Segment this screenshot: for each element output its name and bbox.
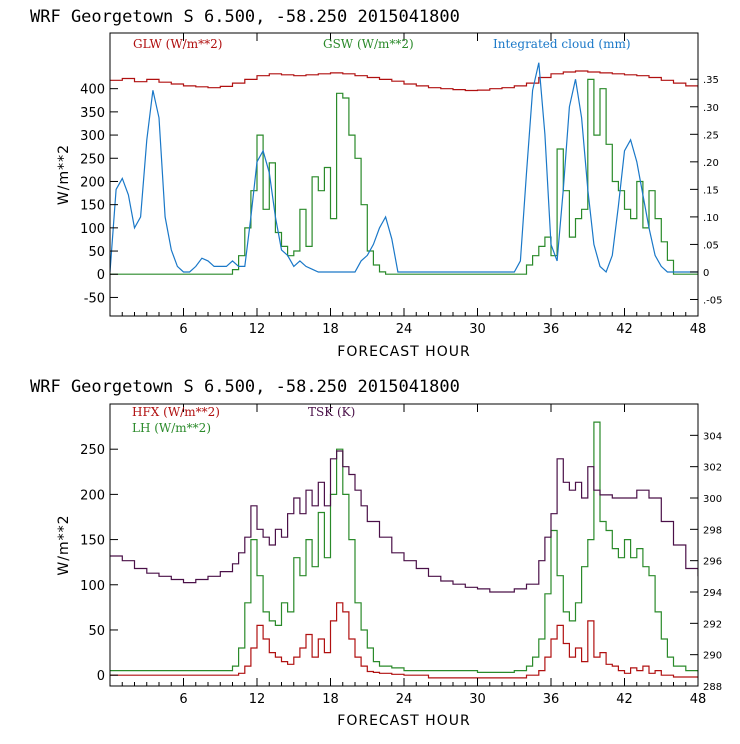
x-tick-label: 24	[396, 692, 413, 707]
legend-entry: Integrated cloud (mm)	[493, 37, 631, 51]
series-line-2	[110, 421, 698, 673]
y-tick-label: -50	[84, 291, 105, 306]
x-tick-label: 36	[543, 692, 560, 707]
y-tick-label: 100	[80, 579, 105, 594]
y2-tick-label: .10	[703, 213, 719, 224]
series-line-1	[110, 602, 698, 679]
y2-tick-label: 302	[703, 463, 722, 474]
y-tick-label: 250	[80, 443, 105, 458]
y-tick-label: 0	[97, 669, 105, 684]
y2-tick-label: .15	[703, 185, 719, 196]
y2-tick-label: .30	[703, 103, 719, 114]
y2-tick-label: 294	[703, 588, 722, 599]
y-tick-label: 200	[80, 488, 105, 503]
y-tick-label: 300	[80, 129, 105, 144]
y2-tick-label: 0	[703, 268, 709, 279]
y2-tick-label: .35	[703, 75, 719, 86]
y-tick-label: 250	[80, 152, 105, 167]
y-tick-label: 0	[97, 268, 105, 283]
series-line-1	[110, 70, 698, 92]
y2-tick-label: 290	[703, 651, 722, 662]
y2-tick-label: 292	[703, 619, 722, 630]
x-tick-label: 42	[616, 322, 633, 337]
x-tick-label: 42	[616, 692, 633, 707]
x-tick-label: 36	[543, 322, 560, 337]
y2-tick-label: 304	[703, 431, 722, 442]
legend-entry: GSW (W/m**2)	[323, 37, 414, 51]
y-tick-label: 350	[80, 106, 105, 121]
chart-panel-1: WRF Georgetown S 6.500, -58.250 20150418…	[30, 7, 723, 360]
plot-frame	[109, 403, 699, 687]
y-axis-label: W/m**2	[56, 144, 72, 205]
y2-tick-label: .05	[703, 240, 719, 251]
x-tick-label: 24	[396, 322, 413, 337]
y-tick-label: 50	[88, 245, 105, 260]
y2-tick-label: 288	[703, 682, 722, 693]
x-tick-label: 30	[469, 692, 486, 707]
legend-entry: HFX (W/m**2)	[132, 405, 220, 419]
y2-tick-label: 296	[703, 557, 722, 568]
x-tick-label: 30	[469, 322, 486, 337]
plot-frame	[109, 32, 699, 317]
x-axis-label: FORECAST HOUR	[337, 344, 470, 360]
x-tick-label: 18	[322, 692, 339, 707]
legend-entry: TSK (K)	[308, 405, 355, 419]
y2-tick-label: 298	[703, 525, 722, 536]
y-tick-label: 400	[80, 83, 105, 98]
series-line-3	[110, 450, 698, 593]
x-tick-label: 12	[249, 322, 266, 337]
y2-tick-label: .20	[703, 158, 719, 169]
y-tick-label: 50	[88, 624, 105, 639]
chart-title: WRF Georgetown S 6.500, -58.250 20150418…	[30, 377, 460, 397]
chart-title: WRF Georgetown S 6.500, -58.250 20150418…	[30, 7, 460, 27]
x-tick-label: 6	[179, 322, 187, 337]
series-line-3	[110, 62, 698, 274]
y-tick-label: 150	[80, 199, 105, 214]
x-axis-label: FORECAST HOUR	[337, 713, 470, 729]
x-tick-label: 6	[179, 692, 187, 707]
x-tick-label: 12	[249, 692, 266, 707]
y2-tick-label: 300	[703, 494, 722, 505]
x-tick-label: 48	[690, 692, 707, 707]
y2-tick-label: .-05	[703, 295, 723, 306]
legend-entry: GLW (W/m**2)	[133, 37, 222, 51]
legend-entry: LH (W/m**2)	[132, 421, 211, 435]
x-tick-label: 48	[690, 322, 707, 337]
y-tick-label: 200	[80, 175, 105, 190]
y-tick-label: 150	[80, 534, 105, 549]
x-tick-label: 18	[322, 322, 339, 337]
y-axis-label: W/m**2	[56, 514, 72, 575]
series-line-2	[110, 78, 698, 275]
y-tick-label: 100	[80, 222, 105, 237]
y2-tick-label: .25	[703, 130, 719, 141]
chart-panel-2: WRF Georgetown S 6.500, -58.250 20150418…	[30, 377, 722, 729]
